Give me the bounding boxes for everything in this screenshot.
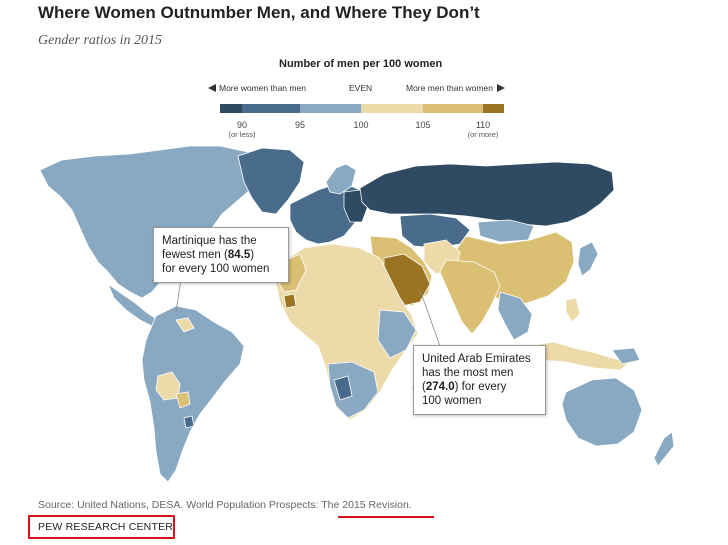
region-new-zealand — [653, 431, 675, 467]
callout-martinique-value: 84.5 — [227, 249, 251, 261]
region-namibia — [333, 375, 353, 401]
region-india — [439, 259, 501, 335]
region-africa — [275, 243, 419, 421]
legend-tick-110: 110 (or more) — [467, 120, 499, 139]
region-east-africa — [377, 309, 417, 359]
region-papua — [611, 347, 641, 365]
callout-uae-line2: has the most men — [422, 367, 514, 379]
legend-swatch-4 — [361, 104, 423, 113]
region-australia — [561, 377, 643, 447]
region-south-america — [141, 305, 245, 483]
legend-swatch-2 — [242, 104, 300, 113]
region-scandinavia — [325, 163, 357, 195]
legend-right-label: More men than women — [406, 83, 493, 93]
callout-uae-line1: United Arab Emirates — [422, 353, 531, 365]
arrow-right-icon — [497, 84, 505, 92]
legend-tick-90: 90 (or less) — [228, 120, 256, 139]
region-philippines — [565, 297, 581, 323]
callout-uae-line3: (274.0) for every — [422, 381, 507, 393]
chart-title: Where Women Outnumber Men, and Where The… — [38, 3, 480, 22]
region-paraguay — [175, 391, 191, 409]
callout-martinique-line3: for every 100 women — [162, 263, 270, 275]
callout-uae-value: 274.0 — [425, 381, 455, 393]
callout-martinique: Martinique has the fewest men (84.5) for… — [153, 227, 289, 283]
pew-logo: PEW RESEARCH CENTER — [38, 521, 174, 533]
chart-subtitle: Gender ratios in 2015 — [38, 33, 163, 48]
source-suffix: . — [408, 499, 412, 511]
legend-tick-105: 105 — [415, 120, 431, 130]
region-russia — [359, 161, 615, 227]
region-japan — [577, 241, 599, 277]
uae-leader-line — [419, 289, 441, 347]
region-uruguay — [183, 415, 195, 429]
source-link[interactable]: The 2015 Revision — [321, 499, 409, 511]
region-greenland — [237, 147, 305, 215]
legend-title: Number of men per 100 women — [279, 58, 443, 70]
legend-tick-100: 100 — [353, 120, 369, 130]
region-southeast-asia — [497, 291, 533, 341]
arrow-left-icon — [208, 84, 216, 92]
source-link-underline — [338, 516, 434, 518]
callout-martinique-line2: fewest men (84.5) — [162, 249, 255, 261]
legend-swatch-3 — [300, 104, 361, 113]
legend-swatch-1 — [220, 104, 242, 113]
legend-swatch-6 — [483, 104, 504, 113]
legend-color-bar — [220, 104, 504, 113]
source-prefix: Source: United Nations, DESA. World Popu… — [38, 499, 322, 511]
region-guianas — [175, 317, 195, 333]
legend-swatch-5 — [423, 104, 483, 113]
callout-martinique-line1: Martinique has the — [162, 235, 257, 247]
region-southern-africa — [327, 361, 379, 419]
legend-tick-95: 95 — [294, 120, 305, 130]
legend-center-label: EVEN — [349, 83, 373, 93]
legend-left-label: More women than men — [219, 83, 306, 93]
region-west-africa-sahel — [283, 293, 297, 309]
source-note: Source: United Nations, DESA. World Popu… — [38, 499, 412, 511]
brand-highlight-box — [28, 515, 175, 539]
callout-uae-line4: 100 women — [422, 395, 482, 407]
callout-uae: United Arab Emirates has the most men (2… — [413, 345, 546, 415]
